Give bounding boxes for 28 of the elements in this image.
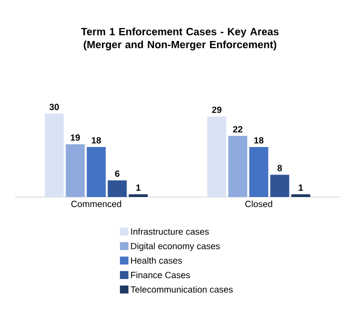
legend-label: Telecommunication cases [130,286,233,293]
bar [291,194,310,197]
data-label: 19 [70,134,80,141]
data-label: 22 [233,126,242,132]
legend-label: Infrastructure cases [131,228,209,235]
bar [207,116,226,197]
data-label: 6 [115,170,120,177]
bar [44,114,64,197]
data-label: 29 [212,106,222,113]
bar [228,136,248,197]
bar [108,180,127,197]
legend-label: Finance Cases [131,272,190,278]
bar [249,147,268,197]
x-tick-label: Commenced [71,200,122,208]
bar [128,194,148,197]
legend-label: Health cases [131,257,182,264]
x-tick-label: Closed [245,200,272,208]
data-label: 8 [278,164,282,172]
data-label: 18 [254,137,264,144]
bar [270,174,290,197]
data-label: 30 [49,104,59,110]
data-label: 1 [136,184,140,191]
bar [86,147,106,197]
legend-label: Digital economy cases [131,242,220,252]
chart-title: Term 1 Enforcement Cases - Key Areas (Merger and Non-Merger Enforcement) [81,28,279,50]
data-label: 1 [298,184,303,191]
bar [66,144,85,197]
data-label: 18 [92,137,101,144]
